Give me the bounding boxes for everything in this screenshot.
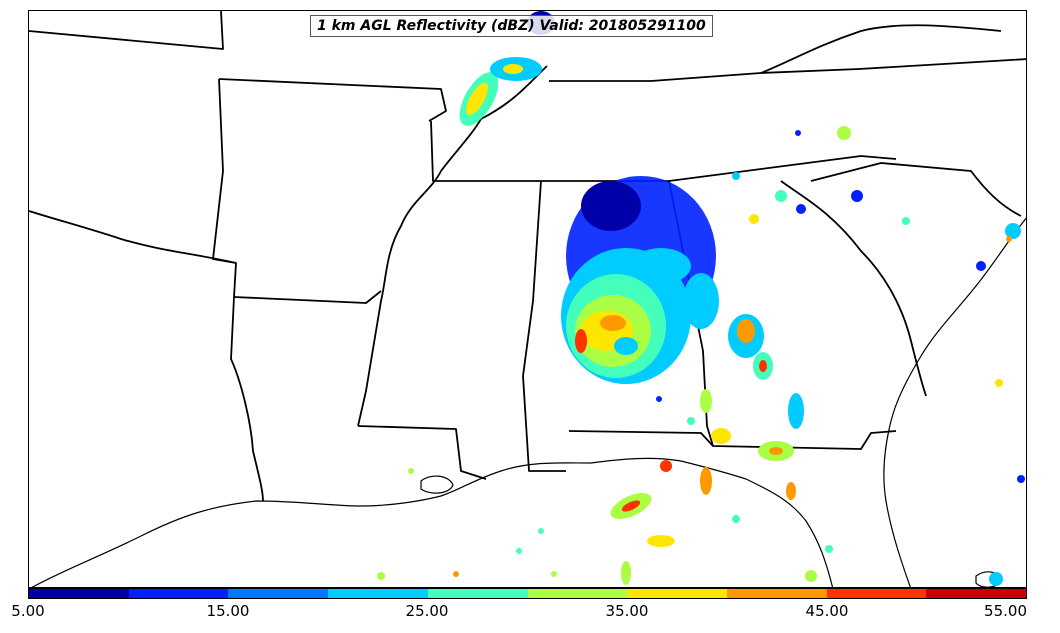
colorbar-segment [826, 589, 927, 598]
echo-gulf-cells [610, 389, 796, 585]
colorbar-segment [926, 589, 1027, 598]
boundary-arkansas-west [212, 78, 237, 298]
echo-georgia-cells [728, 314, 804, 461]
reflectivity-echoes [377, 11, 1025, 586]
boundary-missouri-west [29, 11, 224, 50]
boundary-texas-north [29, 210, 237, 264]
echo-cell [1006, 236, 1012, 242]
lake-pontchartrain [420, 475, 454, 494]
colorbar-label: 55.00 [984, 602, 1027, 620]
echo-cell [976, 261, 986, 271]
boundary-florida-north [568, 430, 897, 450]
boundary-louisiana-mississippi [357, 425, 487, 480]
boundary-arkansas-south [233, 290, 382, 304]
map-title: 1 km AGL Reflectivity (dBZ) Valid: 20180… [310, 15, 713, 37]
echo-cell [647, 535, 675, 547]
echo-cell [732, 515, 740, 523]
echo-tropical-storm [561, 176, 719, 384]
echo-scattered [377, 126, 1025, 586]
colorbar-segment [228, 589, 329, 598]
echo-cell [995, 379, 1003, 387]
echo-cell [775, 190, 787, 202]
echo-cell [732, 172, 740, 180]
echo-cell [796, 204, 806, 214]
echo-cell [1017, 475, 1025, 483]
echo-cell [989, 572, 1003, 586]
colorbar-segment [29, 589, 129, 598]
boundary-missouri-south [218, 78, 447, 122]
echo-cell [737, 319, 755, 343]
echo-cell [837, 126, 851, 140]
echo-cell [408, 468, 414, 474]
echo-cell [621, 561, 631, 585]
colorbar-label: 45.00 [805, 602, 849, 620]
echo-band [581, 181, 641, 231]
map-canvas [29, 11, 1026, 587]
colorbar-segment [726, 589, 827, 598]
echo-cell [538, 528, 544, 534]
echo-cell [700, 389, 712, 413]
echo-cell [660, 460, 672, 472]
echo-eye [614, 337, 638, 355]
coastline [31, 217, 1026, 587]
echo-cell [687, 417, 695, 425]
colorbar-segment [128, 589, 229, 598]
echo-cell [759, 360, 767, 372]
colorbar-segment [527, 589, 628, 598]
boundary-kentucky-north [549, 58, 1026, 82]
echo-cell [621, 500, 641, 512]
echo-cell [551, 571, 557, 577]
echo-cell [788, 393, 804, 429]
echo-core [600, 315, 626, 331]
echo-cell [656, 396, 662, 402]
echo-cell [902, 217, 910, 225]
echo-cell [466, 83, 488, 115]
mississippi-river-boundary [357, 65, 548, 427]
colorbar-label: 15.00 [206, 602, 250, 620]
echo-core [575, 329, 587, 353]
echo-cell [749, 214, 759, 224]
echo-cell [453, 571, 459, 577]
boundary-louisiana-west [230, 296, 264, 502]
boundary-mississippi-alabama [522, 180, 566, 472]
reflectivity-map [28, 10, 1027, 588]
echo-cell [700, 467, 712, 495]
echo-cell [825, 545, 833, 553]
echo-cell [711, 428, 731, 444]
atlantic-coast [883, 217, 1026, 587]
echo-cell [795, 130, 801, 136]
echo-cell [786, 482, 796, 500]
echo-cell [377, 572, 385, 580]
echo-band [631, 248, 691, 284]
boundary-kentucky-ohio [760, 24, 1002, 74]
colorbar-label: 5.00 [11, 602, 45, 620]
echo-cell [516, 548, 522, 554]
echo-cell [769, 447, 783, 455]
gulf-coast [31, 457, 834, 587]
colorbar-segment [328, 589, 428, 598]
echo-cell [851, 190, 863, 202]
boundary-tennessee-north [430, 120, 897, 182]
echo-cell [1005, 223, 1021, 239]
echo-band [683, 273, 719, 329]
colorbar [28, 588, 1027, 599]
colorbar-label: 35.00 [605, 602, 649, 620]
colorbar-segment [427, 589, 528, 598]
colorbar-label: 25.00 [405, 602, 449, 620]
boundary-nc-sc [810, 162, 1022, 217]
state-boundaries [29, 11, 1026, 502]
colorbar-segment [627, 589, 727, 598]
echo-cell [503, 64, 523, 74]
echo-cell [805, 570, 817, 582]
